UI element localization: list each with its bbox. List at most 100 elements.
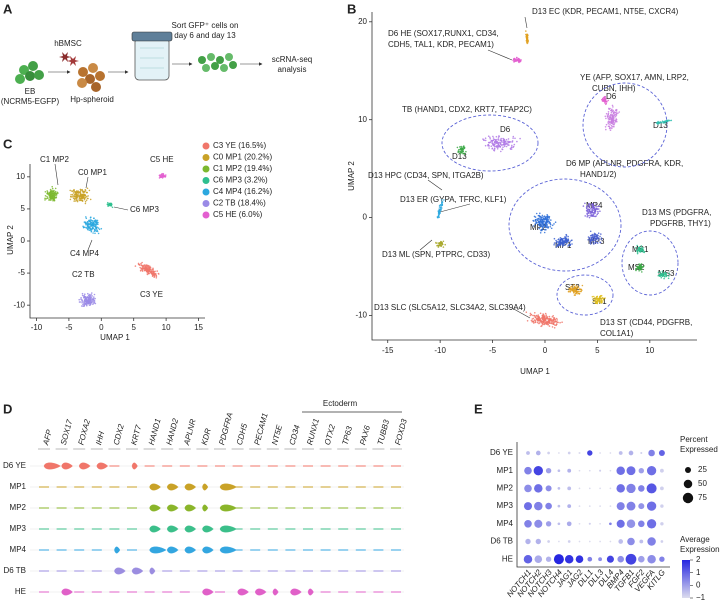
cell [441, 204, 444, 207]
legend-swatch [202, 154, 210, 161]
cell [502, 146, 504, 148]
cell [589, 234, 592, 237]
cell [76, 198, 78, 200]
cell [636, 250, 639, 252]
gene-label: PDGFRA [217, 412, 234, 447]
dot [525, 538, 531, 545]
cell [611, 104, 614, 107]
cell [46, 195, 48, 198]
cell-cluster [456, 145, 467, 155]
cell [80, 196, 83, 198]
cell [107, 201, 109, 204]
cell [86, 197, 89, 200]
cell [84, 190, 87, 192]
gene-label: FOXA2 [76, 418, 92, 446]
cell [659, 271, 661, 274]
cell [80, 189, 82, 191]
cell [591, 202, 594, 205]
cell [91, 292, 93, 294]
cell [144, 265, 146, 267]
cell [140, 262, 142, 265]
cell [49, 188, 52, 191]
cell [54, 190, 57, 193]
dot [648, 449, 655, 457]
cell [596, 213, 598, 216]
violin [202, 504, 209, 512]
violin [166, 546, 179, 554]
cell [441, 201, 444, 203]
cell [541, 324, 543, 327]
legend-swatch [202, 165, 210, 173]
dot [638, 520, 645, 528]
cell [526, 320, 529, 322]
cell [81, 199, 84, 202]
cell [491, 141, 494, 143]
dot [646, 519, 657, 529]
gene-label: FOXD3 [393, 417, 409, 446]
row-label: MP1 [497, 466, 514, 475]
cell [88, 302, 91, 305]
cell [503, 145, 506, 148]
violin [96, 462, 109, 470]
cell [538, 223, 540, 226]
legend-label: C2 TB (18.4%) [213, 199, 266, 208]
cell [531, 318, 534, 320]
cell [69, 198, 72, 201]
cell [490, 139, 493, 142]
cell [150, 272, 153, 275]
cell [493, 145, 496, 148]
dot [598, 557, 602, 562]
cell [530, 313, 532, 316]
cell [520, 59, 522, 61]
legend-swatch [202, 200, 210, 207]
cell [75, 191, 78, 193]
violin [114, 546, 121, 554]
cell [492, 143, 495, 146]
cell [163, 174, 165, 176]
cell [664, 120, 666, 122]
cell [160, 175, 163, 178]
cell [487, 135, 490, 137]
cell [597, 208, 600, 210]
cell [553, 323, 555, 325]
cell [437, 215, 440, 217]
cell [89, 220, 91, 223]
cell [555, 317, 558, 320]
cell [600, 233, 602, 235]
cell [84, 200, 87, 203]
cell [591, 210, 594, 213]
dot [534, 555, 543, 563]
x-tick-label: 5 [131, 323, 136, 332]
cell [97, 227, 100, 229]
cell [539, 320, 542, 322]
cell [539, 218, 541, 221]
cluster-label: D13 [653, 121, 668, 130]
cell [572, 287, 574, 289]
axis [371, 12, 697, 341]
cell [588, 212, 590, 214]
cell [511, 141, 514, 143]
dot [526, 451, 530, 455]
cell [598, 237, 600, 240]
cell [548, 321, 551, 324]
cell [657, 274, 660, 277]
x-tick-label: -5 [489, 346, 497, 355]
cell [526, 42, 528, 45]
cluster-label: C2 TB [72, 270, 95, 279]
cell [51, 185, 53, 188]
cell [641, 248, 643, 250]
cell [77, 193, 79, 195]
dot [647, 537, 656, 546]
cell [639, 249, 642, 251]
annotation: YE (AFP, SOX17, AMN, LRP2, [580, 73, 689, 82]
cell [634, 247, 637, 249]
cell [153, 273, 156, 276]
dot [567, 504, 572, 508]
cell [94, 224, 96, 226]
dot [578, 469, 581, 472]
cell [588, 210, 591, 213]
annotation: D13 ST (CD44, PDGFRB, [600, 318, 692, 327]
cell [82, 191, 85, 194]
cell [589, 208, 591, 211]
cell [85, 195, 88, 198]
